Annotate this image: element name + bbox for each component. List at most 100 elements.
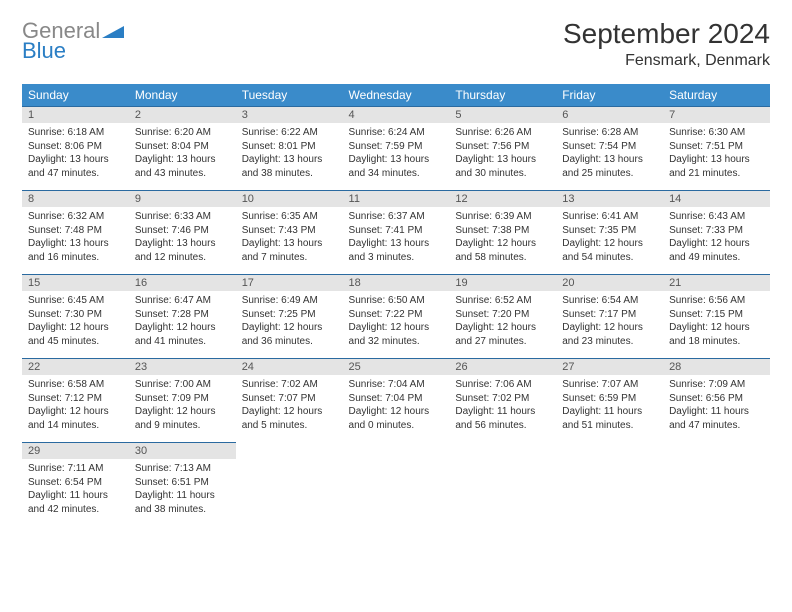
sunset-text: Sunset: 7:51 PM — [669, 140, 764, 154]
sunset-text: Sunset: 7:46 PM — [135, 224, 230, 238]
sunset-text: Sunset: 8:04 PM — [135, 140, 230, 154]
sunrise-text: Sunrise: 6:43 AM — [669, 210, 764, 224]
dow-header-cell: Saturday — [663, 84, 770, 107]
sunrise-text: Sunrise: 7:00 AM — [135, 378, 230, 392]
day-body: Sunrise: 6:26 AMSunset: 7:56 PMDaylight:… — [449, 123, 556, 190]
sunrise-text: Sunrise: 7:11 AM — [28, 462, 123, 476]
sunrise-text: Sunrise: 6:28 AM — [562, 126, 657, 140]
daylight-text: Daylight: 13 hours and 16 minutes. — [28, 237, 123, 264]
sunrise-text: Sunrise: 6:54 AM — [562, 294, 657, 308]
day-body: Sunrise: 6:24 AMSunset: 7:59 PMDaylight:… — [343, 123, 450, 190]
sunset-text: Sunset: 7:43 PM — [242, 224, 337, 238]
daylight-text: Daylight: 13 hours and 38 minutes. — [242, 153, 337, 180]
day-cell: 7Sunrise: 6:30 AMSunset: 7:51 PMDaylight… — [663, 107, 770, 191]
day-cell: 23Sunrise: 7:00 AMSunset: 7:09 PMDayligh… — [129, 359, 236, 443]
day-cell: 20Sunrise: 6:54 AMSunset: 7:17 PMDayligh… — [556, 275, 663, 359]
sunset-text: Sunset: 7:15 PM — [669, 308, 764, 322]
day-number: 26 — [449, 359, 556, 375]
sunset-text: Sunset: 7:30 PM — [28, 308, 123, 322]
day-cell: 28Sunrise: 7:09 AMSunset: 6:56 PMDayligh… — [663, 359, 770, 443]
day-body: Sunrise: 7:09 AMSunset: 6:56 PMDaylight:… — [663, 375, 770, 442]
dow-header-cell: Monday — [129, 84, 236, 107]
day-body: Sunrise: 6:18 AMSunset: 8:06 PMDaylight:… — [22, 123, 129, 190]
day-cell: 16Sunrise: 6:47 AMSunset: 7:28 PMDayligh… — [129, 275, 236, 359]
sunset-text: Sunset: 6:51 PM — [135, 476, 230, 490]
day-body: Sunrise: 6:41 AMSunset: 7:35 PMDaylight:… — [556, 207, 663, 274]
day-cell: 14Sunrise: 6:43 AMSunset: 7:33 PMDayligh… — [663, 191, 770, 275]
day-body: Sunrise: 6:22 AMSunset: 8:01 PMDaylight:… — [236, 123, 343, 190]
day-number: 17 — [236, 275, 343, 291]
day-number: 8 — [22, 191, 129, 207]
day-number: 5 — [449, 107, 556, 123]
sunset-text: Sunset: 7:35 PM — [562, 224, 657, 238]
day-body: Sunrise: 6:28 AMSunset: 7:54 PMDaylight:… — [556, 123, 663, 190]
empty-day-cell — [236, 443, 343, 527]
day-body: Sunrise: 6:56 AMSunset: 7:15 PMDaylight:… — [663, 291, 770, 358]
sunrise-text: Sunrise: 7:07 AM — [562, 378, 657, 392]
daylight-text: Daylight: 13 hours and 7 minutes. — [242, 237, 337, 264]
sunrise-text: Sunrise: 6:58 AM — [28, 378, 123, 392]
day-body: Sunrise: 6:50 AMSunset: 7:22 PMDaylight:… — [343, 291, 450, 358]
daylight-text: Daylight: 11 hours and 47 minutes. — [669, 405, 764, 432]
sunrise-text: Sunrise: 6:20 AM — [135, 126, 230, 140]
day-number: 3 — [236, 107, 343, 123]
logo-word-2: Blue — [22, 38, 66, 63]
day-number: 25 — [343, 359, 450, 375]
daylight-text: Daylight: 13 hours and 3 minutes. — [349, 237, 444, 264]
day-body: Sunrise: 7:13 AMSunset: 6:51 PMDaylight:… — [129, 459, 236, 526]
day-cell: 21Sunrise: 6:56 AMSunset: 7:15 PMDayligh… — [663, 275, 770, 359]
daylight-text: Daylight: 12 hours and 5 minutes. — [242, 405, 337, 432]
calendar-week-row: 8Sunrise: 6:32 AMSunset: 7:48 PMDaylight… — [22, 191, 770, 275]
day-number: 15 — [22, 275, 129, 291]
sunrise-text: Sunrise: 6:26 AM — [455, 126, 550, 140]
day-number: 9 — [129, 191, 236, 207]
daylight-text: Daylight: 11 hours and 56 minutes. — [455, 405, 550, 432]
sunrise-text: Sunrise: 6:22 AM — [242, 126, 337, 140]
day-cell: 1Sunrise: 6:18 AMSunset: 8:06 PMDaylight… — [22, 107, 129, 191]
day-cell: 24Sunrise: 7:02 AMSunset: 7:07 PMDayligh… — [236, 359, 343, 443]
day-number: 1 — [22, 107, 129, 123]
day-number: 20 — [556, 275, 663, 291]
dow-header-cell: Sunday — [22, 84, 129, 107]
day-cell: 27Sunrise: 7:07 AMSunset: 6:59 PMDayligh… — [556, 359, 663, 443]
day-cell: 5Sunrise: 6:26 AMSunset: 7:56 PMDaylight… — [449, 107, 556, 191]
daylight-text: Daylight: 13 hours and 30 minutes. — [455, 153, 550, 180]
daylight-text: Daylight: 12 hours and 27 minutes. — [455, 321, 550, 348]
day-cell: 22Sunrise: 6:58 AMSunset: 7:12 PMDayligh… — [22, 359, 129, 443]
daylight-text: Daylight: 12 hours and 49 minutes. — [669, 237, 764, 264]
empty-day-cell — [663, 443, 770, 527]
day-body: Sunrise: 7:04 AMSunset: 7:04 PMDaylight:… — [343, 375, 450, 442]
day-cell: 15Sunrise: 6:45 AMSunset: 7:30 PMDayligh… — [22, 275, 129, 359]
day-cell: 9Sunrise: 6:33 AMSunset: 7:46 PMDaylight… — [129, 191, 236, 275]
header: General Blue September 2024 Fensmark, De… — [22, 18, 770, 70]
daylight-text: Daylight: 12 hours and 9 minutes. — [135, 405, 230, 432]
calendar-week-row: 29Sunrise: 7:11 AMSunset: 6:54 PMDayligh… — [22, 443, 770, 527]
sunrise-text: Sunrise: 6:41 AM — [562, 210, 657, 224]
day-body: Sunrise: 6:37 AMSunset: 7:41 PMDaylight:… — [343, 207, 450, 274]
dow-header-cell: Wednesday — [343, 84, 450, 107]
day-number: 10 — [236, 191, 343, 207]
day-cell: 26Sunrise: 7:06 AMSunset: 7:02 PMDayligh… — [449, 359, 556, 443]
daylight-text: Daylight: 12 hours and 14 minutes. — [28, 405, 123, 432]
day-body: Sunrise: 7:07 AMSunset: 6:59 PMDaylight:… — [556, 375, 663, 442]
sunset-text: Sunset: 7:25 PM — [242, 308, 337, 322]
empty-day-cell — [556, 443, 663, 527]
day-number: 23 — [129, 359, 236, 375]
day-body: Sunrise: 6:47 AMSunset: 7:28 PMDaylight:… — [129, 291, 236, 358]
day-number: 24 — [236, 359, 343, 375]
sunrise-text: Sunrise: 6:32 AM — [28, 210, 123, 224]
page-title: September 2024 — [563, 18, 770, 50]
day-number: 19 — [449, 275, 556, 291]
day-cell: 8Sunrise: 6:32 AMSunset: 7:48 PMDaylight… — [22, 191, 129, 275]
sunrise-text: Sunrise: 6:49 AM — [242, 294, 337, 308]
sunset-text: Sunset: 7:20 PM — [455, 308, 550, 322]
day-number: 14 — [663, 191, 770, 207]
daylight-text: Daylight: 12 hours and 54 minutes. — [562, 237, 657, 264]
sunrise-text: Sunrise: 6:35 AM — [242, 210, 337, 224]
day-cell: 6Sunrise: 6:28 AMSunset: 7:54 PMDaylight… — [556, 107, 663, 191]
sunrise-text: Sunrise: 6:24 AM — [349, 126, 444, 140]
day-body: Sunrise: 6:49 AMSunset: 7:25 PMDaylight:… — [236, 291, 343, 358]
day-cell: 12Sunrise: 6:39 AMSunset: 7:38 PMDayligh… — [449, 191, 556, 275]
daylight-text: Daylight: 12 hours and 0 minutes. — [349, 405, 444, 432]
calendar-week-row: 1Sunrise: 6:18 AMSunset: 8:06 PMDaylight… — [22, 107, 770, 191]
